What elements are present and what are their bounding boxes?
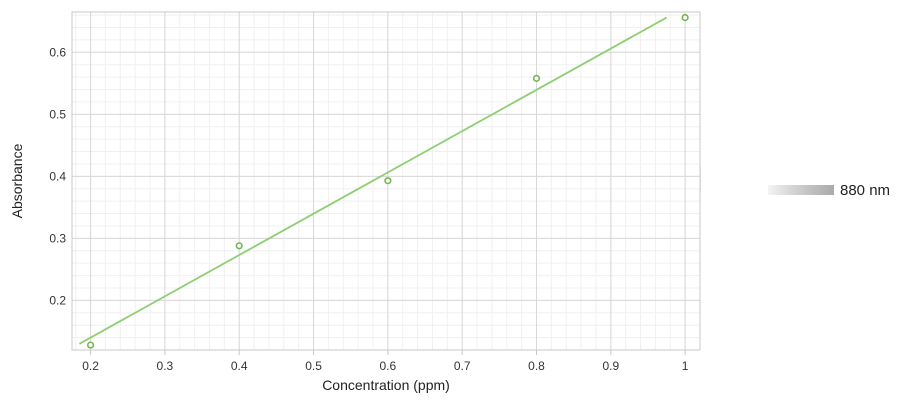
data-point	[235, 242, 243, 250]
legend-swatch	[768, 185, 834, 195]
y-axis-title: Absorbance	[9, 143, 25, 218]
legend: 880 nm	[768, 180, 890, 200]
y-tick-labels: 0.2 0.3 0.4 0.5 0.6	[49, 45, 66, 307]
data-point	[681, 13, 689, 22]
y-tick-label: 0.4	[49, 169, 66, 183]
data-point	[532, 74, 541, 82]
y-tick-label: 0.6	[49, 45, 66, 59]
x-tick-label: 0.3	[157, 359, 174, 373]
fit-line	[78, 16, 667, 345]
panel-divider	[700, 166, 701, 192]
x-tick-labels: 0.2 0.3 0.4 0.5 0.6 0.7 0.8 0.9 1	[82, 350, 689, 373]
y-tick-label: 0.3	[49, 231, 66, 245]
data-points	[86, 13, 689, 349]
x-tick-label: 0.9	[602, 359, 619, 373]
x-tick-label: 0.7	[454, 359, 471, 373]
x-tick-label: 0.6	[380, 359, 397, 373]
x-tick-label: 1	[682, 359, 689, 373]
data-point	[86, 341, 95, 349]
x-tick-label: 0.2	[82, 359, 99, 373]
data-point	[384, 177, 392, 185]
x-axis-title: Concentration (ppm)	[322, 377, 450, 393]
y-tick-label: 0.5	[49, 107, 66, 121]
x-tick-label: 0.4	[231, 359, 248, 373]
y-tick-label: 0.2	[49, 293, 66, 307]
x-tick-label: 0.8	[528, 359, 545, 373]
fit-line-group	[78, 16, 667, 345]
legend-label: 880 nm	[840, 181, 891, 199]
x-tick-label: 0.5	[305, 359, 322, 373]
